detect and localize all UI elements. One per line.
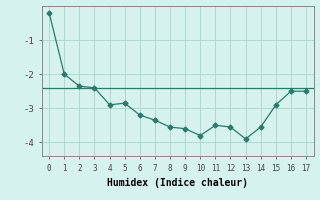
X-axis label: Humidex (Indice chaleur): Humidex (Indice chaleur) <box>107 178 248 188</box>
